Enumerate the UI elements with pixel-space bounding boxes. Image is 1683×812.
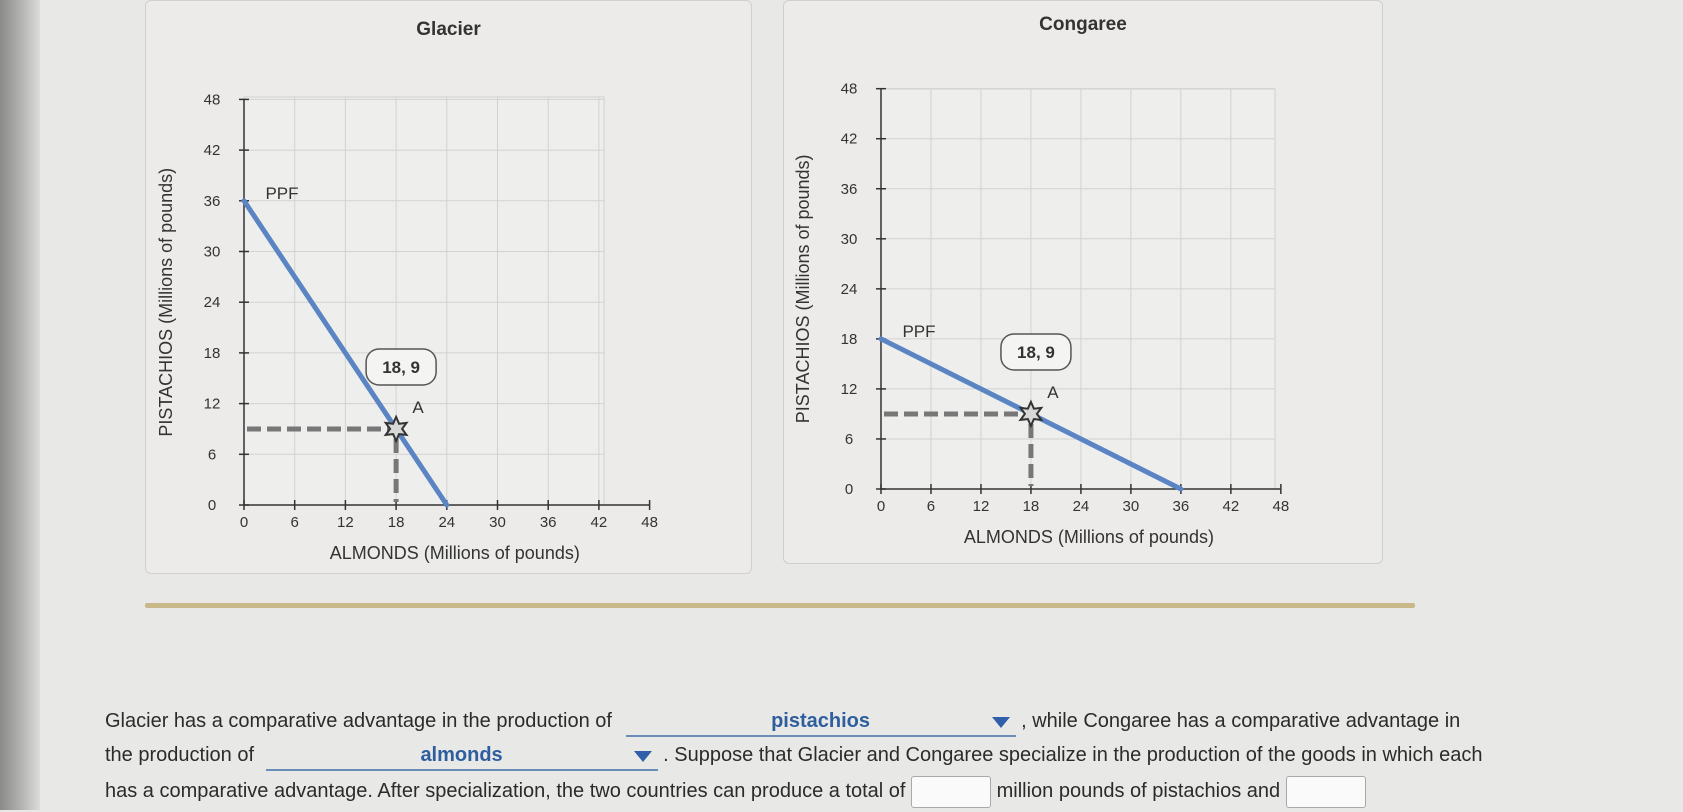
dropdown-value: almonds <box>420 744 503 766</box>
x-tick-label: 24 <box>1073 498 1090 515</box>
advantage-dropdown-congaree[interactable]: almonds <box>265 743 658 771</box>
left-edge <box>0 0 40 810</box>
question-text-6: million pounds of pistachios and <box>996 780 1281 802</box>
y-tick-label: 0 <box>208 497 216 514</box>
question-text-1: Glacier has a comparative advantage in t… <box>105 710 612 732</box>
x-tick-label: 36 <box>540 514 557 531</box>
y-tick-label: 24 <box>204 294 221 311</box>
x-axis-label: ALMONDS (Millions of pounds) <box>330 543 580 563</box>
dropdown-arrow-icon <box>633 751 652 762</box>
ppf-line <box>241 198 450 508</box>
x-tick-label: 36 <box>1173 498 1190 515</box>
question-text-5: has a comparative advantage. After speci… <box>105 780 906 802</box>
y-tick-label: 12 <box>204 396 221 413</box>
x-tick-label: 30 <box>489 514 506 531</box>
question-text-4: . Suppose that Glacier and Congaree spec… <box>663 744 1483 766</box>
advantage-dropdown-glacier[interactable]: pistachios <box>625 709 1016 737</box>
y-tick-label: 0 <box>845 481 853 498</box>
x-tick-label: 6 <box>927 498 935 515</box>
congaree-chart: 0 6 12 18 24 30 36 42 48 0 6 12 18 24 30 36 42 48 ALMONDS … <box>793 81 1289 547</box>
y-tick-label: 24 <box>841 281 858 298</box>
y-axis-label: PISTACHIOS (Millions of pounds) <box>793 154 813 423</box>
point-a-label: A <box>1047 383 1059 402</box>
x-tick-label: 6 <box>291 514 299 531</box>
grid <box>243 96 605 506</box>
ppf-label: PPF <box>265 184 298 203</box>
question-text-3: the production of <box>105 744 254 766</box>
question-text-2: , while Congaree has a comparative advan… <box>1021 710 1461 732</box>
point-callout <box>365 348 437 386</box>
glacier-chart: 0 6 12 18 24 30 36 42 48 0 6 12 18 24 30 36 42 48 ALMONDS … <box>156 91 658 563</box>
point-a-marker <box>383 414 409 444</box>
dropdown-value: pistachios <box>771 710 870 732</box>
glacier-graph-panel: Glacier 0 6 12 18 24 30 36 42 48 0 6 12 18 24 30 36 42 48… <box>145 0 752 574</box>
point-a-marker <box>1018 399 1044 429</box>
almonds-total-input[interactable] <box>1285 775 1366 808</box>
x-tick-label: 12 <box>973 498 990 515</box>
y-tick-label: 30 <box>841 231 858 248</box>
x-tick-label: 30 <box>1123 498 1140 515</box>
point-callout <box>1000 333 1072 371</box>
y-tick-label: 18 <box>204 345 221 362</box>
y-axis-label: PISTACHIOS (Millions of pounds) <box>156 168 176 437</box>
glacier-title: Glacier <box>416 19 481 40</box>
x-tick-label: 18 <box>388 514 405 531</box>
y-tick-label: 6 <box>208 446 216 463</box>
dropdown-arrow-icon <box>991 717 1010 728</box>
x-tick-label: 42 <box>1223 498 1240 515</box>
x-tick-label: 42 <box>591 514 608 531</box>
point-callout-text: 18, 9 <box>382 358 420 377</box>
x-tick-label: 0 <box>877 498 885 515</box>
y-tick-label: 48 <box>204 91 221 108</box>
x-tick-label: 24 <box>438 514 455 531</box>
x-tick-label: 0 <box>240 514 248 531</box>
y-tick-label: 18 <box>841 331 858 348</box>
x-tick-label: 48 <box>641 514 658 531</box>
y-tick-label: 6 <box>845 431 853 448</box>
ppf-label: PPF <box>902 322 935 341</box>
y-tick-label: 42 <box>204 142 221 159</box>
point-a-label: A <box>412 398 424 417</box>
x-tick-label: 48 <box>1272 498 1289 515</box>
point-callout-text: 18, 9 <box>1017 343 1055 362</box>
congaree-title: Congaree <box>1039 14 1127 35</box>
grid <box>880 88 1276 490</box>
x-tick-label: 18 <box>1023 498 1040 515</box>
y-tick-label: 30 <box>204 244 221 261</box>
x-axis-label: ALMONDS (Millions of pounds) <box>964 527 1214 547</box>
y-tick-label: 36 <box>204 193 221 210</box>
y-tick-label: 12 <box>841 381 858 398</box>
section-divider <box>145 603 1415 608</box>
y-tick-label: 42 <box>841 131 858 148</box>
y-tick-label: 48 <box>841 81 858 98</box>
plot-area <box>243 96 605 506</box>
y-tick-label: 36 <box>841 181 858 198</box>
pistachios-total-input[interactable] <box>911 775 992 808</box>
congaree-graph-panel: Congaree 0 6 12 18 24 30 36 42 48 0 6 12 18 24 30 36 42 4… <box>783 0 1383 564</box>
x-tick-label: 12 <box>337 514 354 531</box>
